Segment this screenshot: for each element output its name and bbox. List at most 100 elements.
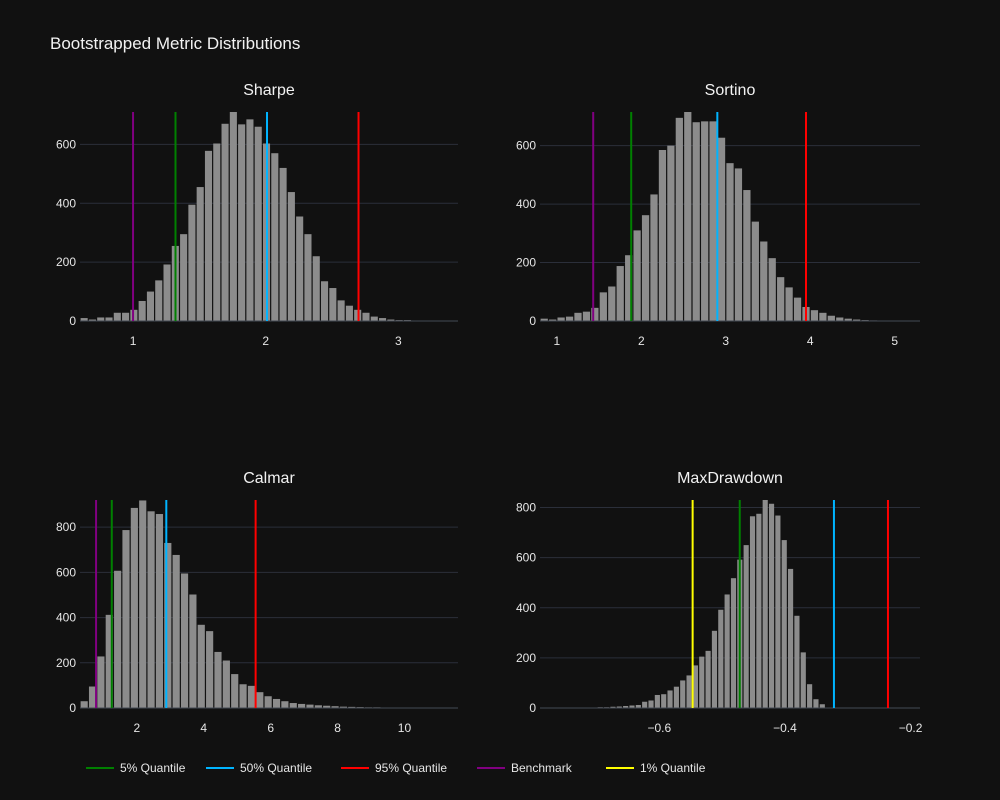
- bar: [650, 194, 658, 321]
- x-tick-label: −0.6: [647, 721, 671, 735]
- bar: [264, 696, 272, 708]
- bar: [768, 258, 776, 321]
- bar: [807, 684, 813, 708]
- bar: [379, 318, 387, 321]
- x-tick-label: 2: [638, 334, 645, 348]
- x-tick-label: 10: [398, 721, 412, 735]
- bar: [122, 312, 130, 321]
- bar: [717, 137, 726, 321]
- bar: [844, 318, 852, 321]
- y-tick-label: 200: [56, 255, 76, 269]
- legend-label: 95% Quantile: [375, 761, 447, 775]
- x-tick-label: 3: [395, 334, 402, 348]
- bar: [777, 277, 785, 321]
- bar: [180, 234, 188, 321]
- bar: [289, 703, 297, 708]
- bar: [749, 516, 756, 708]
- bar: [743, 545, 749, 708]
- bar: [827, 315, 835, 321]
- y-tick-label: 400: [56, 611, 76, 625]
- bar: [599, 292, 607, 321]
- bar: [625, 255, 633, 321]
- bar: [213, 143, 221, 321]
- bar: [97, 656, 105, 708]
- bar: [684, 112, 692, 321]
- bar: [155, 514, 164, 708]
- y-tick-label: 200: [516, 651, 536, 665]
- bar: [641, 215, 650, 321]
- bar: [623, 705, 629, 708]
- bar: [238, 124, 246, 322]
- bar: [281, 701, 289, 708]
- bar: [565, 316, 574, 321]
- bar: [188, 204, 196, 321]
- bar: [164, 542, 172, 708]
- x-tick-label: −0.2: [899, 721, 923, 735]
- bar: [648, 700, 654, 708]
- bar: [320, 281, 329, 321]
- bar: [775, 515, 781, 708]
- x-tick-label: 2: [262, 334, 269, 348]
- x-tick-label: 1: [554, 334, 561, 348]
- bar: [256, 692, 264, 708]
- subplot-title: MaxDrawdown: [677, 470, 783, 487]
- bar: [800, 652, 806, 708]
- bar: [781, 540, 787, 708]
- bar: [591, 307, 599, 321]
- legend-item-95pct-quantile: 95% Quantile: [341, 761, 447, 775]
- x-tick-label: 2: [134, 721, 141, 735]
- bar: [724, 594, 730, 708]
- bar: [574, 312, 582, 321]
- y-tick-label: 0: [69, 701, 76, 715]
- bar: [155, 280, 163, 321]
- bar: [337, 300, 345, 321]
- bar: [323, 705, 331, 708]
- bar: [667, 690, 673, 708]
- bar: [139, 500, 147, 708]
- y-tick-label: 200: [516, 256, 536, 270]
- bar: [105, 317, 113, 321]
- bar: [692, 665, 698, 708]
- bar: [130, 507, 138, 708]
- bar: [298, 703, 306, 708]
- bar: [658, 150, 667, 321]
- bar: [819, 704, 825, 708]
- bar: [836, 317, 844, 321]
- bar: [147, 511, 155, 708]
- bar: [88, 319, 96, 321]
- bar: [743, 190, 751, 321]
- bar: [557, 317, 565, 321]
- x-tick-label: 4: [200, 721, 207, 735]
- bar: [756, 513, 762, 708]
- x-tick-label: 5: [891, 334, 898, 348]
- bar: [279, 167, 287, 321]
- bar: [705, 650, 711, 708]
- x-tick-label: −0.4: [773, 721, 797, 735]
- y-tick-label: 800: [516, 501, 536, 515]
- bar: [221, 123, 229, 321]
- bar: [370, 316, 378, 321]
- bar: [709, 121, 717, 321]
- bar: [222, 660, 230, 708]
- bar: [114, 570, 122, 708]
- bar: [331, 706, 339, 708]
- bar: [229, 112, 237, 321]
- y-tick-label: 600: [56, 565, 76, 579]
- bar: [661, 694, 667, 708]
- bar: [673, 686, 679, 708]
- y-tick-label: 400: [516, 601, 536, 615]
- bar: [675, 117, 683, 321]
- bar: [287, 192, 295, 321]
- bar: [701, 121, 709, 321]
- bar: [616, 266, 624, 321]
- bar: [540, 318, 548, 321]
- bar: [204, 150, 213, 321]
- legend-label: 1% Quantile: [640, 761, 706, 775]
- bar: [196, 187, 204, 321]
- legend-label: 50% Quantile: [240, 761, 312, 775]
- bar: [794, 615, 800, 708]
- bar: [246, 119, 254, 321]
- legend-label: 5% Quantile: [120, 761, 186, 775]
- bar: [734, 168, 743, 321]
